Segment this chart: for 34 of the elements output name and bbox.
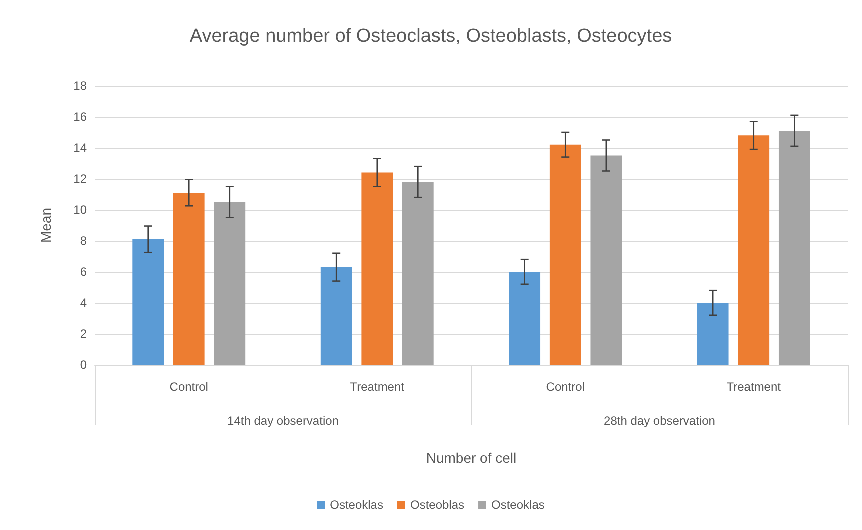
y-tick-label: 16 (74, 110, 88, 124)
y-tick-label: 12 (74, 172, 88, 186)
bar (132, 239, 164, 365)
x-tick-label: Control (170, 380, 208, 394)
y-tick-label: 8 (80, 234, 88, 248)
bar (590, 156, 622, 365)
bar (550, 144, 582, 365)
y-axis-title: Mean (38, 208, 54, 244)
text: 14th day observation (228, 414, 339, 428)
y-tick-label: 4 (80, 296, 88, 310)
legend-label: Osteoklas (330, 498, 384, 512)
bar (778, 130, 810, 365)
bar (402, 182, 434, 365)
x-axis-title: Number of cell (426, 450, 517, 466)
bar (214, 202, 246, 365)
x-tick-label: Control (546, 380, 585, 394)
y-tick-label: 14 (74, 141, 88, 155)
bar (697, 303, 729, 365)
y-tick-label: 18 (74, 79, 88, 93)
bar (320, 267, 352, 365)
y-tick-label: 10 (74, 203, 88, 217)
legend-label: Osteoklas (492, 498, 545, 512)
bar (173, 192, 205, 365)
y-tick-label: 2 (80, 327, 88, 341)
bar (362, 172, 394, 365)
legend-label: Osteoblas (410, 498, 465, 512)
x-tick-label: Treatment (726, 380, 782, 394)
bar (738, 136, 770, 365)
bar (509, 272, 541, 365)
y-tick-label: 0 (80, 358, 88, 372)
x-tick-label: Treatment (350, 380, 406, 394)
text: 28th day observation (604, 414, 716, 428)
y-tick-label: 6 (80, 265, 88, 279)
chart-title: Average number of Osteoclasts, Osteoblasts, Osteocytes (190, 26, 672, 47)
